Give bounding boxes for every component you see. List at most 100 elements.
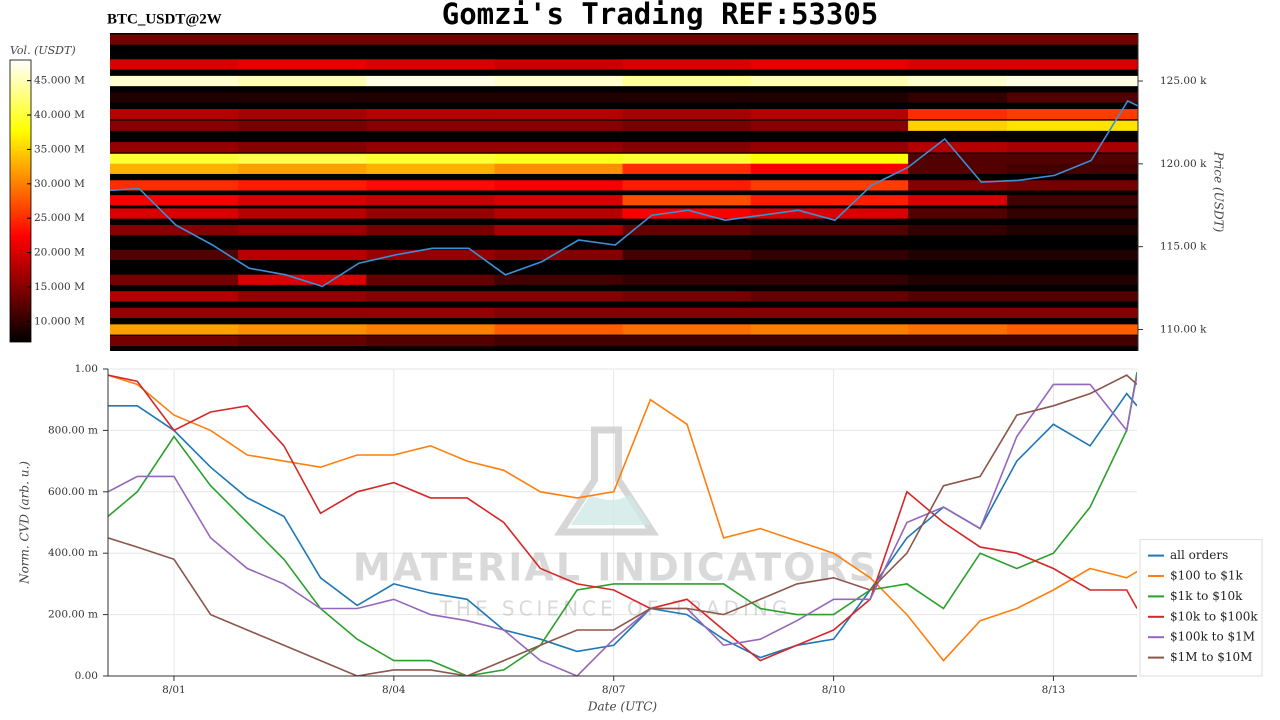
heatmap-cell [1006, 324, 1138, 335]
heatmap-cell [494, 335, 624, 347]
heatmap-cells [110, 34, 1138, 347]
y-tick-label: 120.00 k [1160, 158, 1207, 170]
heatmap-cell [238, 307, 367, 319]
heatmap-cell [494, 324, 624, 335]
heatmap-cell [1006, 153, 1138, 165]
heatmap-cell [622, 120, 752, 131]
heatmap-cell [622, 59, 752, 70]
heatmap-cell [908, 59, 1008, 70]
heatmap-cell [622, 274, 752, 285]
heatmap-cell [750, 274, 909, 285]
heatmap-cell [1006, 274, 1138, 285]
heatmap-cell [110, 274, 239, 285]
heatmap-cell [1006, 75, 1138, 87]
y-tick-label: 600.00 m [48, 486, 98, 498]
colorbar-tick-label: 10.000 M [34, 315, 85, 327]
heatmap-cell [238, 195, 367, 206]
heatmap-cell [238, 180, 367, 191]
heatmap-cell [366, 307, 495, 319]
x-tick-label: 8/07 [602, 684, 626, 696]
heatmap-cell [908, 249, 1008, 261]
watermark-subtitle: THE SCIENCE OF TRADING [439, 597, 792, 621]
heatmap-cell [908, 120, 1008, 131]
heatmap-cell [750, 75, 909, 87]
heatmap-cell [750, 120, 909, 131]
heatmap-cell [1006, 208, 1138, 219]
legend-label: $1k to $10k [1170, 589, 1243, 603]
heatmap-cell [908, 208, 1008, 219]
heatmap-cell [750, 249, 909, 261]
heatmap-cell [366, 249, 495, 261]
heatmap-cell [908, 163, 1008, 174]
heatmap-cell [494, 195, 624, 206]
heatmap-cell [238, 153, 367, 165]
heatmap-cell [1006, 120, 1138, 131]
cvd-line [108, 374, 1137, 662]
heatmap-cell [1006, 291, 1138, 302]
y-tick-label: 400.00 m [48, 547, 98, 559]
heatmap-cell [750, 208, 909, 219]
heatmap-cell [110, 109, 239, 120]
heatmap-cell [908, 92, 1008, 103]
heatmap-cell [110, 208, 239, 219]
heatmap-cell [366, 142, 495, 153]
heatmap-cell [908, 75, 1008, 87]
heatmap-cell [110, 59, 239, 70]
heatmap-cell [494, 307, 624, 319]
heatmap-cell [366, 120, 495, 131]
x-tick-label: 8/01 [162, 684, 186, 696]
y-tick-label: 0.00 [75, 670, 98, 682]
colorbar [9, 59, 32, 343]
heatmap-cell [238, 208, 367, 219]
heatmap-cell [110, 120, 239, 131]
colorbar-tick-label: 20.000 M [34, 247, 85, 259]
heatmap-cell [494, 34, 624, 45]
heatmap-cell [908, 324, 1008, 335]
heatmap-cell [110, 335, 239, 347]
heatmap-cell [110, 163, 239, 174]
heatmap-cell [622, 324, 752, 335]
heatmap-cell [110, 307, 239, 319]
heatmap-cell [110, 291, 239, 302]
heatmap-cell [908, 142, 1008, 153]
heatmap-cell [238, 59, 367, 70]
heatmap-cell [1006, 224, 1138, 236]
y-tick-label: 200.00 m [48, 609, 98, 621]
heatmap-cell [622, 224, 752, 236]
heatmap-cell [750, 224, 909, 236]
heatmap-cell [622, 307, 752, 319]
heatmap-cell [494, 180, 624, 191]
heatmap-cell [494, 249, 624, 261]
heatmap-cell [1006, 180, 1138, 191]
heatmap-cell [908, 34, 1008, 45]
heatmap-cell [238, 249, 367, 261]
colorbar-tick-label: 25.000 M [34, 212, 85, 224]
colorbar-tick-label: 45.000 M [34, 75, 85, 87]
watermark-title: MATERIAL INDICATORS [353, 546, 878, 590]
heatmap-cell [908, 180, 1008, 191]
heatmap-cell [110, 249, 239, 261]
heatmap-cell [750, 307, 909, 319]
heatmap-cell [1006, 307, 1138, 319]
heatmap-cell [494, 291, 624, 302]
heatmap-cell [1006, 335, 1138, 347]
heatmap-cell [1006, 195, 1138, 206]
heatmap-cell [494, 153, 624, 165]
heatmap-cell [366, 224, 495, 236]
colorbar-tick-label: 40.000 M [34, 109, 85, 121]
heatmap-cell [750, 153, 909, 165]
cvd-line [108, 374, 1137, 676]
heatmap-cell [1006, 142, 1138, 153]
heatmap-cell [238, 324, 367, 335]
heatmap-cell [750, 324, 909, 335]
heatmap-cell [750, 163, 909, 174]
heatmap-cell [908, 195, 1008, 206]
heatmap-cell [238, 34, 367, 45]
colorbar-tick-label: 15.000 M [34, 281, 85, 293]
heatmap-cell [622, 142, 752, 153]
y-tick-label: 110.00 k [1160, 323, 1207, 335]
chart-subtitle: BTC_USDT@2W [107, 11, 222, 27]
heatmap-cell [750, 92, 909, 103]
legend-label: $1M to $10M [1170, 650, 1252, 664]
